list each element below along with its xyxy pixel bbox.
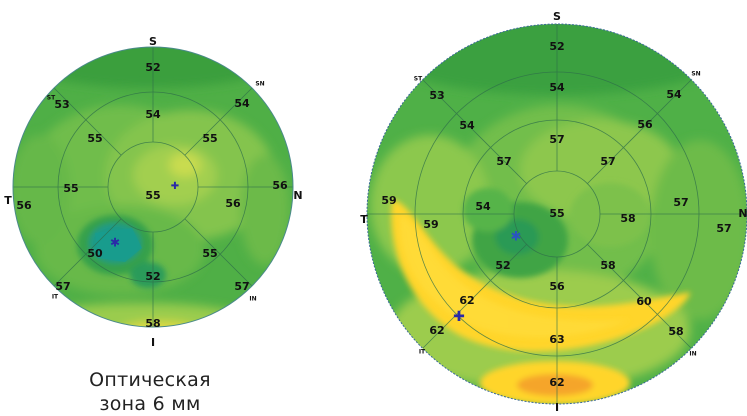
right-apex-marker: ✚: [453, 309, 465, 325]
right-value-center: 55: [549, 207, 564, 220]
left-pachymetry-map: S ST SN T N IT IN I 55 54 55 56 55 52 50…: [4, 35, 302, 349]
right-color-field: [367, 24, 747, 404]
left-value-center: 55: [145, 189, 160, 202]
left-value-outer-sn: 54: [234, 97, 250, 110]
right-value-r3-i: 63: [549, 333, 564, 346]
left-value-outer-st: 53: [54, 98, 69, 111]
right-thinnest-point-marker: ✱: [511, 230, 522, 245]
right-label-t: T: [360, 213, 368, 226]
left-label-i: I: [151, 336, 155, 349]
right-value-r4-sn: 54: [666, 88, 682, 101]
right-label-in: IN: [689, 351, 696, 358]
right-value-r2-s: 57: [549, 133, 564, 146]
right-value-r3-in: 60: [636, 295, 652, 308]
caption-line-1: Оптическая: [89, 369, 211, 391]
left-value-inner-n: 56: [225, 197, 241, 210]
right-label-i: I: [555, 401, 559, 414]
left-color-field: [13, 47, 293, 327]
right-pachymetry-map: S ST SN T N IT IN I 55 57 57 58 58 56 52…: [360, 10, 747, 414]
right-value-r4-n: 57: [716, 222, 731, 235]
left-value-outer-t: 56: [16, 199, 32, 212]
left-label-in: IN: [249, 296, 256, 303]
right-value-r4-st: 53: [429, 89, 444, 102]
left-value-inner-in: 55: [202, 247, 217, 260]
right-map-border: [366, 23, 747, 405]
left-value-outer-n: 56: [272, 179, 288, 192]
right-label-it: IT: [419, 349, 426, 356]
left-value-outer-i: 58: [145, 317, 160, 330]
right-value-r2-st: 57: [496, 155, 511, 168]
left-value-outer-s: 52: [145, 61, 160, 74]
left-label-it: IT: [52, 294, 59, 301]
left-label-sn: SN: [255, 81, 264, 88]
left-label-st: ST: [47, 95, 56, 102]
left-label-t: T: [4, 194, 12, 207]
left-map-border: [12, 46, 294, 328]
caption-line-2: зона 6 мм: [99, 393, 201, 415]
right-value-r3-s: 54: [549, 81, 565, 94]
left-value-inner-sn: 55: [202, 132, 217, 145]
right-value-r2-n: 58: [620, 212, 635, 225]
left-thinnest-point-marker: ✱: [110, 236, 120, 250]
right-value-r4-t: 59: [381, 194, 396, 207]
right-value-r4-in: 58: [668, 325, 683, 338]
right-value-r2-t: 54: [475, 200, 491, 213]
right-value-r2-in: 58: [600, 259, 615, 272]
right-value-r3-n: 57: [673, 196, 688, 209]
right-value-r4-s: 52: [549, 40, 564, 53]
right-value-r2-it: 52: [495, 259, 510, 272]
right-value-r3-it: 62: [459, 294, 474, 307]
right-value-r4-it: 62: [429, 324, 444, 337]
left-value-inner-it: 50: [87, 247, 103, 260]
right-label-st: ST: [414, 76, 423, 83]
right-value-r2-sn: 57: [600, 155, 615, 168]
right-label-s: S: [553, 10, 561, 23]
left-label-s: S: [149, 35, 157, 48]
right-label-n: N: [738, 207, 747, 220]
left-value-inner-i: 52: [145, 270, 160, 283]
left-value-inner-t: 55: [63, 182, 78, 195]
right-value-r3-st: 54: [459, 119, 475, 132]
left-value-inner-st: 55: [87, 132, 102, 145]
left-value-outer-it: 57: [55, 280, 70, 293]
left-value-inner-s: 54: [145, 108, 161, 121]
right-value-r3-sn: 56: [637, 118, 653, 131]
right-value-r2-i: 56: [549, 280, 565, 293]
left-label-n: N: [293, 189, 302, 202]
right-value-r4-i: 62: [549, 376, 564, 389]
right-value-r3-t: 59: [423, 218, 438, 231]
left-value-outer-in: 57: [234, 280, 249, 293]
left-apex-marker: ✚: [171, 181, 179, 192]
right-label-sn: SN: [691, 71, 700, 78]
